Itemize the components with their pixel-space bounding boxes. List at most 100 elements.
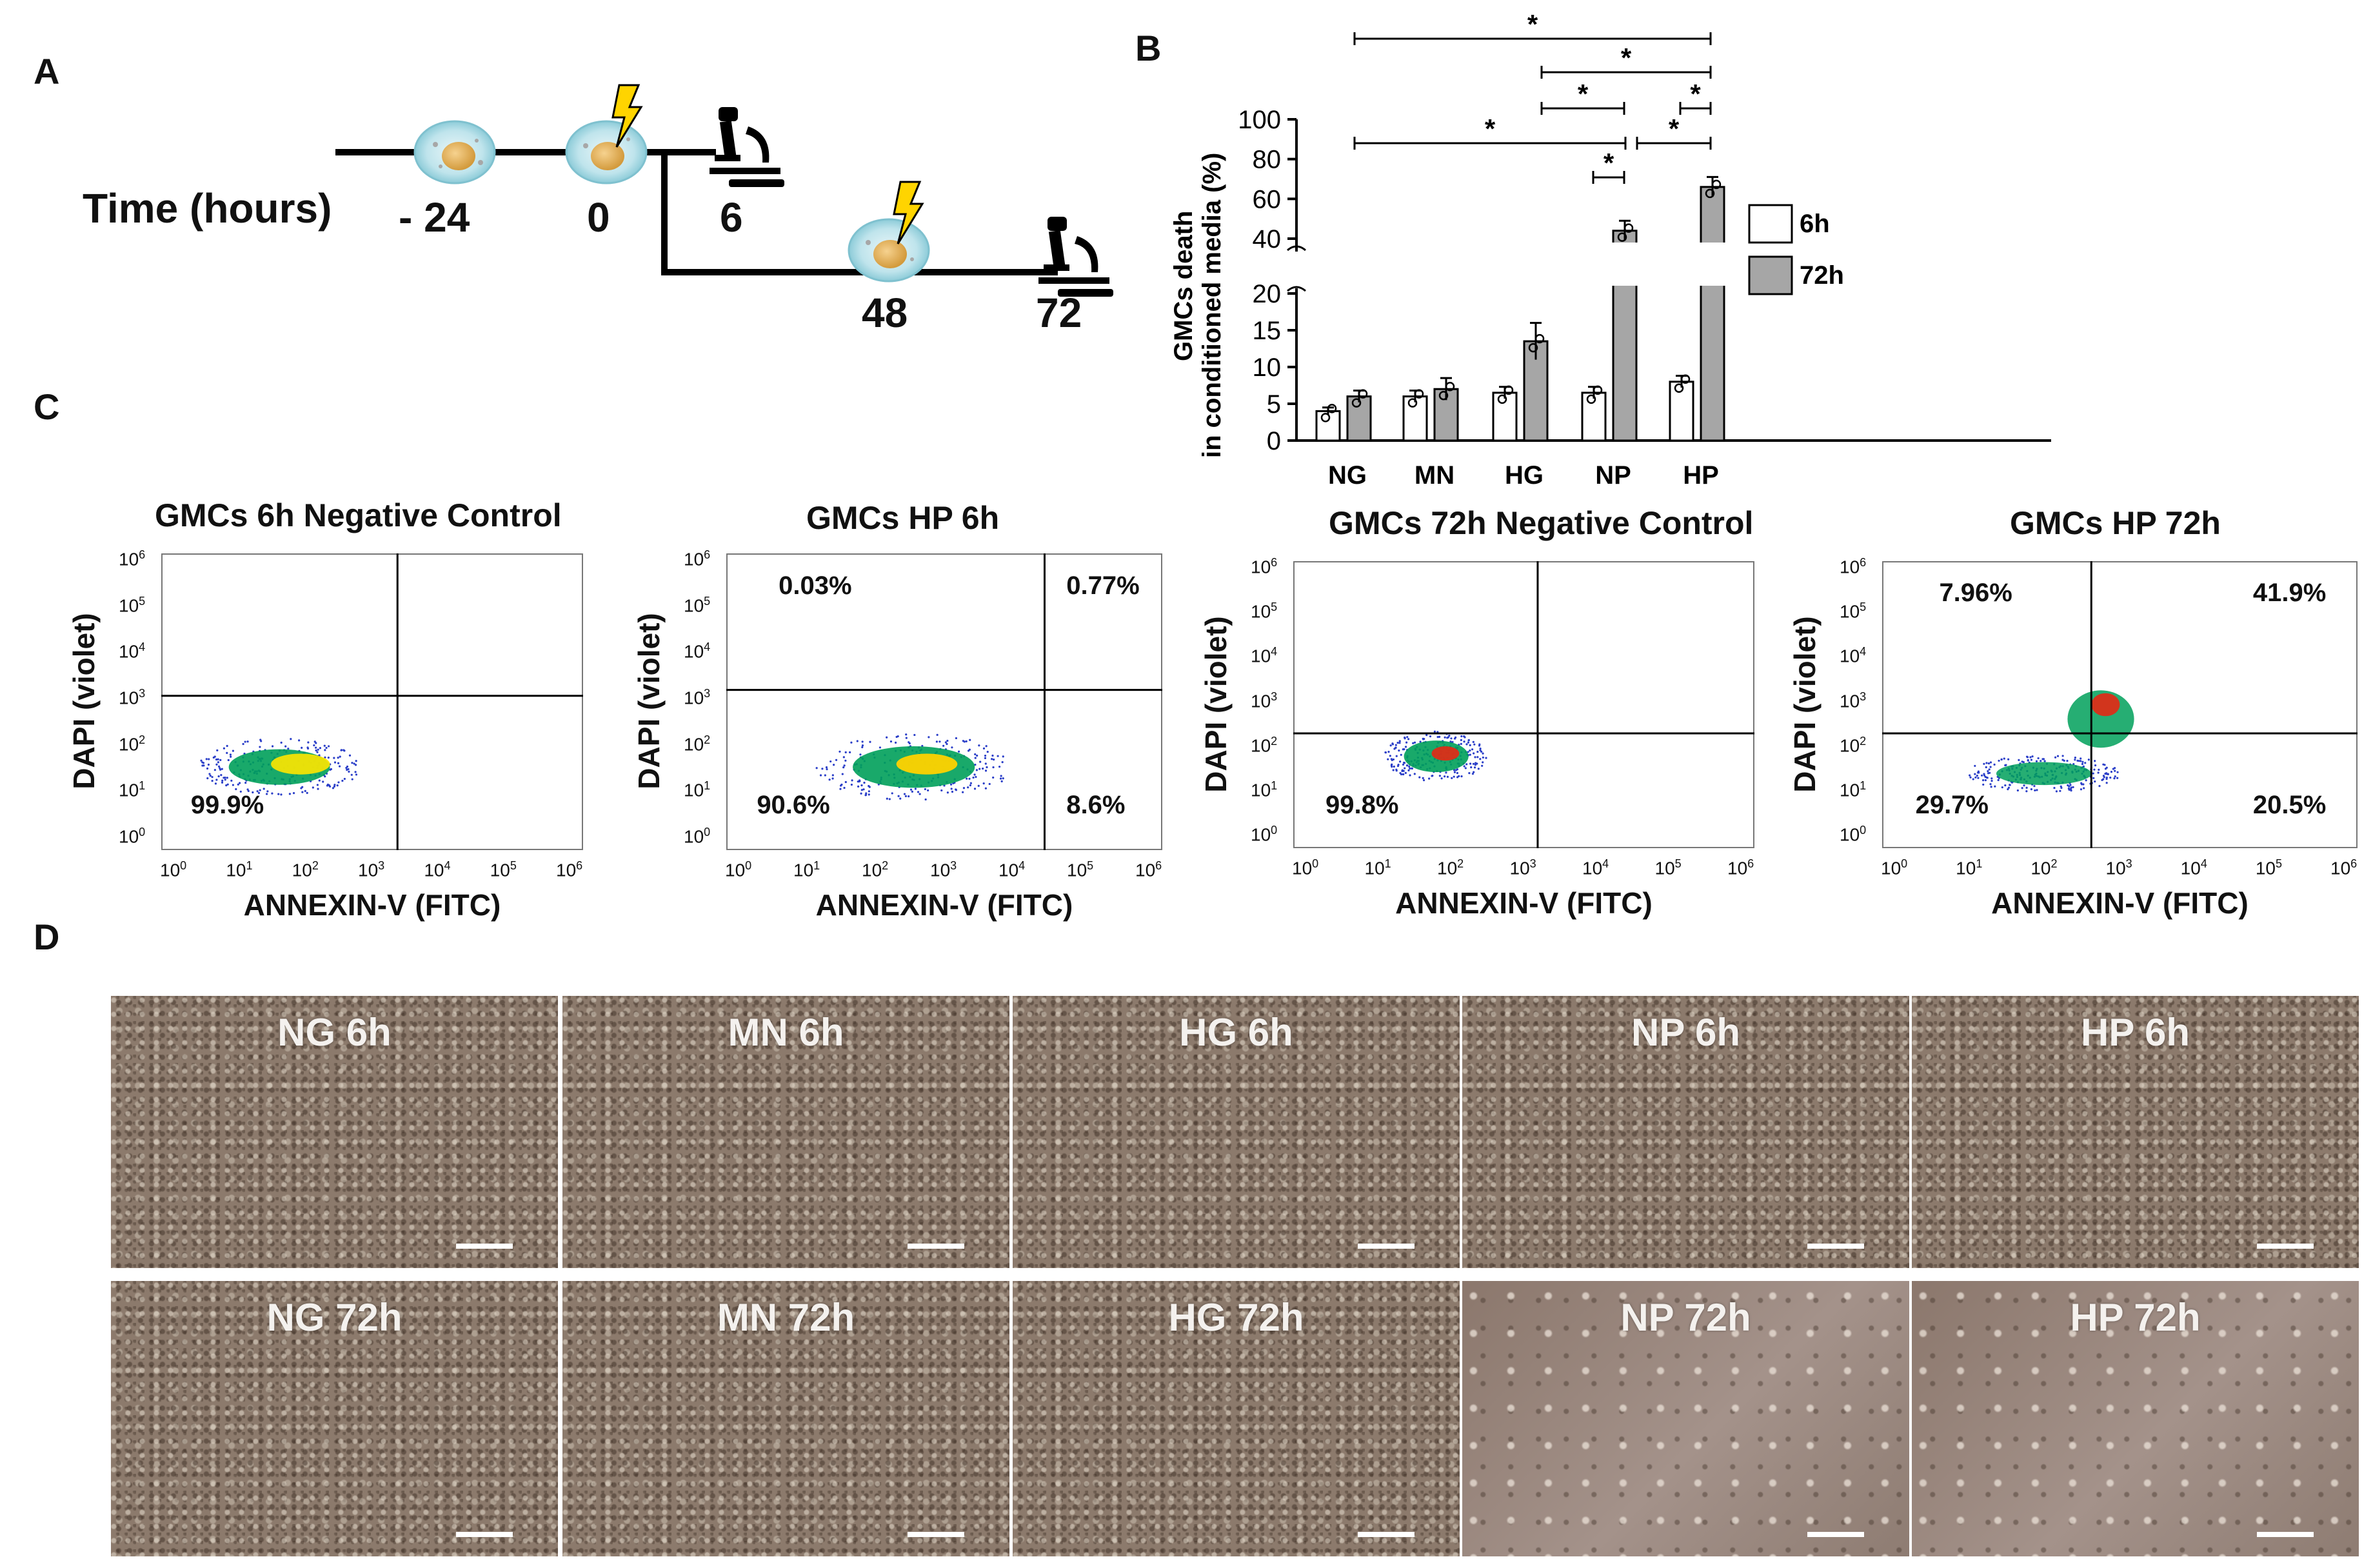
event-dot (1469, 762, 1471, 764)
event-dot (844, 760, 846, 762)
y-tick-label: 20 (1253, 280, 1282, 308)
micrograph-np-6h: NP 6h (1461, 995, 1911, 1269)
event-dot (1422, 738, 1424, 740)
time-point-minus24: - 24 (399, 194, 470, 241)
density-region (1996, 762, 2091, 786)
event-dot (962, 740, 964, 742)
y-tick-label: 104 (1840, 645, 1866, 666)
event-dot (924, 788, 926, 790)
event-dot (963, 787, 965, 789)
event-dot (985, 769, 987, 771)
event-dot (861, 746, 863, 748)
event-dot (2063, 760, 2065, 762)
event-dot (217, 761, 219, 763)
event-dot (232, 750, 234, 752)
event-dot (839, 751, 840, 753)
event-dot (337, 784, 339, 786)
cell-icon (566, 121, 646, 183)
event-dot (319, 779, 321, 781)
event-dot (905, 733, 907, 735)
event-dot (2023, 761, 2025, 763)
event-dot (898, 795, 900, 797)
y-tick-label: 100 (1238, 106, 1281, 134)
event-dot (1392, 743, 1394, 745)
event-dot (1977, 777, 1979, 779)
event-dot (2031, 755, 2033, 757)
event-dot (2027, 756, 2029, 758)
cell-icon (415, 121, 495, 183)
event-dot (2036, 789, 2038, 791)
y-axis-label: DAPI (violet) (1198, 595, 1233, 814)
event-dot (1482, 753, 1484, 755)
event-dot (976, 769, 978, 771)
micrograph-label: NG 6h (111, 1010, 558, 1055)
scale-bar (908, 1532, 964, 1537)
event-dot (879, 746, 881, 748)
event-dot (1405, 772, 1407, 774)
event-dot (831, 777, 833, 779)
event-dot (1473, 763, 1474, 765)
event-dot (1404, 762, 1405, 764)
event-dot (1972, 778, 1974, 780)
event-dot (1473, 744, 1475, 746)
event-dot (272, 745, 273, 747)
event-dot (304, 790, 306, 792)
event-dot (983, 782, 985, 784)
event-dot (2004, 784, 2006, 786)
event-dot (1431, 775, 1433, 777)
event-dot (1479, 749, 1481, 751)
event-dot (211, 776, 213, 778)
event-dot (1450, 737, 1452, 739)
event-dot (968, 749, 969, 751)
event-dot (347, 768, 349, 770)
flow-plot-title: GMCs HP 72h (2010, 504, 2221, 542)
event-dot (978, 785, 980, 787)
event-dot (266, 790, 268, 792)
x-tick-label: 100 (1881, 857, 1907, 878)
event-dot (1002, 761, 1004, 763)
y-tick-label: 103 (1840, 690, 1866, 711)
event-dot (319, 747, 321, 749)
quadrant-percentage: 7.96% (1939, 579, 2012, 608)
legend-label-72h: 72h (1800, 261, 1844, 290)
event-dot (343, 749, 344, 751)
x-tick-label: 106 (1135, 859, 1162, 880)
event-dot (266, 793, 268, 795)
event-dot (1391, 764, 1393, 766)
event-dot (843, 787, 845, 789)
event-dot (919, 793, 921, 795)
event-dot (987, 751, 989, 753)
x-tick-label: 101 (1956, 857, 1982, 878)
quadrant-percentage: 90.6% (757, 791, 829, 820)
event-dot (1460, 735, 1462, 737)
event-dot (1406, 736, 1408, 738)
event-dot (298, 739, 300, 741)
event-dot (2009, 784, 2011, 786)
event-dot (862, 744, 864, 746)
event-dot (816, 767, 818, 769)
event-dot (1478, 768, 1480, 769)
event-dot (859, 753, 861, 755)
event-dot (1469, 744, 1471, 746)
event-dot (317, 749, 319, 751)
event-dot (968, 778, 970, 780)
event-dot (351, 762, 353, 764)
event-dot (1463, 740, 1465, 742)
event-dot (355, 760, 357, 762)
event-dot (973, 773, 975, 775)
event-dot (1000, 777, 1002, 779)
bar-HG-6h (1493, 393, 1516, 441)
y-tick-label: 0 (1267, 427, 1281, 455)
time-point-72: 72 (1036, 289, 1082, 337)
event-dot (2043, 758, 2045, 760)
event-dot (315, 747, 317, 749)
event-dot (978, 768, 980, 770)
event-dot (244, 782, 246, 784)
event-dot (1987, 772, 1989, 774)
event-dot (2114, 775, 2116, 777)
event-dot (307, 741, 309, 743)
event-dot (230, 756, 232, 758)
event-dot (334, 761, 336, 763)
event-dot (1398, 742, 1400, 744)
event-dot (215, 782, 217, 784)
